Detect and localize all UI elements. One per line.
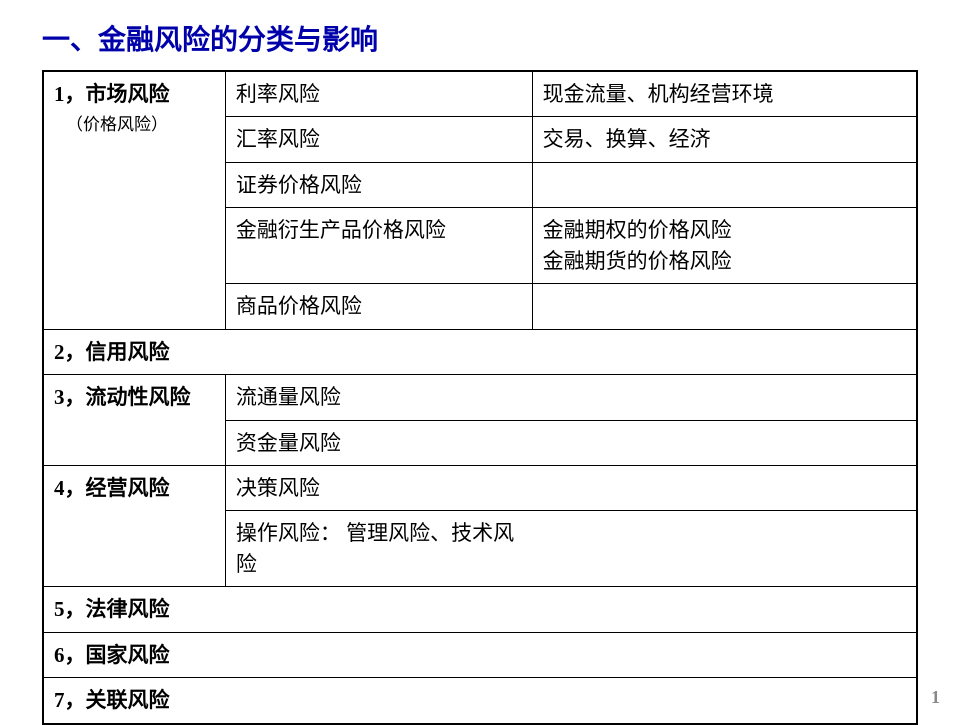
cell-4-1-c3 bbox=[532, 465, 917, 510]
page-number: 1 bbox=[931, 687, 940, 708]
cell-4-2-c3 bbox=[532, 511, 917, 587]
cell-1-4-c2: 金融衍生产品价格风险 bbox=[225, 208, 532, 284]
cell-3-2-c3 bbox=[532, 420, 917, 465]
cat-2: 2，信用风险 bbox=[43, 329, 917, 374]
cell-1-1-c3: 现金流量、机构经营环境 bbox=[532, 71, 917, 117]
page-title: 一、金融风险的分类与影响 bbox=[0, 0, 960, 70]
cell-1-3-c3 bbox=[532, 162, 917, 207]
cell-1-1-c2: 利率风险 bbox=[225, 71, 532, 117]
cell-1-2-c2: 汇率风险 bbox=[225, 117, 532, 162]
cell-1-5-c3 bbox=[532, 284, 917, 329]
cat-3: 3，流动性风险 bbox=[43, 375, 225, 466]
cell-3-2-c2: 资金量风险 bbox=[225, 420, 532, 465]
cat-6: 6，国家风险 bbox=[43, 632, 917, 677]
cat-4: 4，经营风险 bbox=[43, 465, 225, 586]
cell-4-2-c2: 操作风险： 管理风险、技术风险 bbox=[225, 511, 532, 587]
cell-1-3-c2: 证券价格风险 bbox=[225, 162, 532, 207]
cat-7: 7，关联风险 bbox=[43, 678, 917, 724]
cell-3-1-c3 bbox=[532, 375, 917, 420]
cat-1: 1，市场风险 （价格风险） bbox=[43, 71, 225, 329]
cell-1-4-c3: 金融期权的价格风险 金融期货的价格风险 bbox=[532, 208, 917, 284]
cat-1-label: 1，市场风险 bbox=[54, 82, 170, 106]
cell-3-1-c2: 流通量风险 bbox=[225, 375, 532, 420]
cell-1-2-c3: 交易、换算、经济 bbox=[532, 117, 917, 162]
cat-5: 5，法律风险 bbox=[43, 587, 917, 632]
cell-1-5-c2: 商品价格风险 bbox=[225, 284, 532, 329]
cell-4-1-c2: 决策风险 bbox=[225, 465, 532, 510]
cat-1-sub: （价格风险） bbox=[54, 109, 215, 138]
risk-table: 1，市场风险 （价格风险） 利率风险 现金流量、机构经营环境 汇率风险 交易、换… bbox=[42, 70, 918, 725]
